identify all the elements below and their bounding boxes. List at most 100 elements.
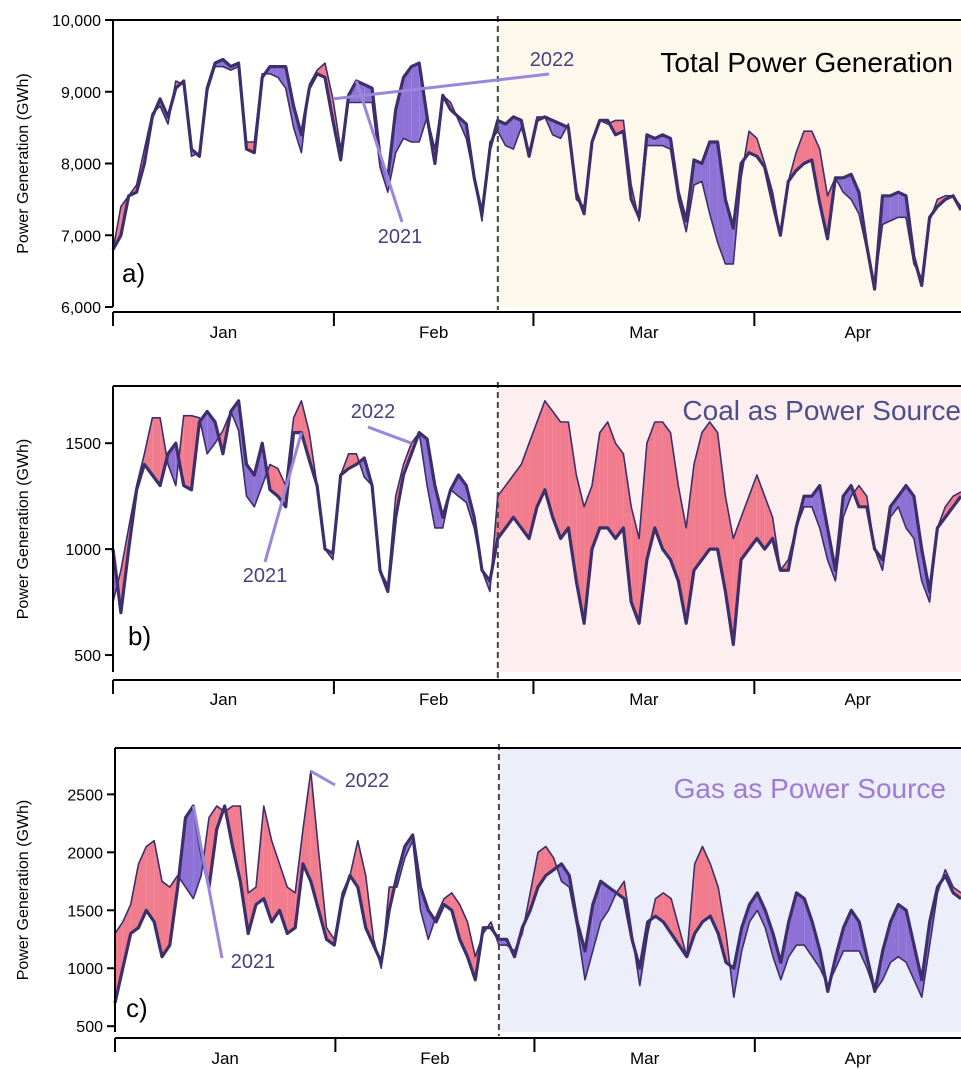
difference-fill xyxy=(898,904,907,963)
difference-fill xyxy=(599,422,608,528)
difference-fill xyxy=(764,496,773,550)
y-tick-label: 8,000 xyxy=(61,157,101,174)
difference-fill xyxy=(898,192,907,218)
annotation-leader-line xyxy=(332,72,550,101)
difference-fill xyxy=(403,66,412,142)
difference-fill xyxy=(505,474,514,528)
y-tick-label: 1000 xyxy=(67,961,103,978)
difference-fill xyxy=(803,131,812,164)
annotation-label-2021: 2021 xyxy=(231,951,276,973)
chart-title: Total Power Generation xyxy=(660,47,953,78)
x-tick-label: Feb xyxy=(419,323,448,342)
y-tick-label: 1500 xyxy=(65,436,101,453)
annotation-leader-line xyxy=(191,805,224,959)
panel-label: b) xyxy=(128,621,151,651)
annotation-label-2022: 2022 xyxy=(345,770,390,792)
y-axis-label: Power Generation (GWh) xyxy=(15,800,32,981)
annotation-leader-line xyxy=(367,425,412,445)
difference-fill xyxy=(701,422,710,560)
y-tick-label: 1500 xyxy=(67,903,103,920)
difference-fill xyxy=(505,116,514,150)
difference-fill xyxy=(796,131,804,171)
difference-fill xyxy=(592,881,601,951)
series-line-2021 xyxy=(111,399,961,647)
difference-fill xyxy=(803,496,812,507)
chart-panel-c: 500 1000 1500 2000 2500 Jan Feb Mar Apr Power Gen… xyxy=(15,744,961,1068)
difference-fill xyxy=(851,174,859,214)
y-tick-label: 10,000 xyxy=(52,13,101,30)
difference-fill xyxy=(513,116,522,150)
difference-fill xyxy=(765,910,773,957)
difference-fill xyxy=(858,485,867,507)
difference-fill xyxy=(561,863,570,888)
difference-fill xyxy=(130,863,139,934)
difference-fill xyxy=(467,921,476,980)
difference-fill xyxy=(162,881,170,957)
difference-fill xyxy=(843,485,852,518)
difference-fill xyxy=(270,66,278,78)
series-line-2022 xyxy=(112,400,961,603)
difference-fill xyxy=(717,141,726,264)
difference-fill xyxy=(254,443,263,507)
difference-fill xyxy=(694,432,702,571)
difference-fill xyxy=(725,199,734,264)
difference-fill xyxy=(552,411,561,539)
difference-fill xyxy=(616,881,625,899)
difference-fill xyxy=(411,63,420,142)
difference-fill xyxy=(568,422,577,581)
difference-fill xyxy=(115,921,123,1004)
difference-fill xyxy=(639,443,647,624)
difference-fill xyxy=(497,120,506,146)
difference-fill xyxy=(756,474,765,550)
y-axis-label: Power Generation (GWh) xyxy=(15,73,32,254)
difference-fill xyxy=(427,438,435,528)
chart-panel-a: 6,000 7,000 8,000 9,000 10,000 Jan Feb Mar Apr Po… xyxy=(15,13,961,342)
x-tick-label: Feb xyxy=(419,690,448,709)
series-line-2021 xyxy=(113,804,961,1004)
difference-fill xyxy=(287,887,296,934)
x-tick-label: Mar xyxy=(629,323,659,342)
difference-fill xyxy=(357,840,366,928)
y-tick-label: 2500 xyxy=(67,787,103,804)
difference-fill xyxy=(788,892,797,957)
difference-fill xyxy=(686,464,695,624)
difference-fill xyxy=(232,805,241,882)
difference-fill xyxy=(694,846,703,934)
difference-fill xyxy=(185,805,194,899)
annotation-label-2022: 2022 xyxy=(530,49,575,71)
x-tick-label: Mar xyxy=(630,1049,660,1068)
annotation-label-2022: 2022 xyxy=(351,401,396,423)
x-tick-label: Mar xyxy=(629,690,659,709)
difference-fill xyxy=(277,66,286,89)
y-tick-label: 9,000 xyxy=(61,85,101,102)
difference-fill xyxy=(890,192,899,221)
y-tick-label: 1000 xyxy=(65,542,101,559)
difference-fill xyxy=(240,805,249,934)
series-line-2021 xyxy=(111,57,961,291)
y-tick-label: 6,000 xyxy=(61,300,101,317)
difference-fill xyxy=(710,863,719,934)
difference-fill xyxy=(749,474,757,550)
x-tick-label: Jan xyxy=(211,1049,238,1068)
panel-label: c) xyxy=(126,993,148,1023)
difference-fill xyxy=(270,464,278,497)
difference-fill xyxy=(804,898,813,957)
shaded-region xyxy=(498,748,961,1032)
difference-fill xyxy=(420,887,429,940)
difference-fill xyxy=(600,881,609,922)
difference-fill xyxy=(395,77,404,153)
difference-fill xyxy=(631,506,640,624)
difference-fill xyxy=(458,474,467,503)
difference-fill xyxy=(497,485,506,539)
annotation-leader-line xyxy=(354,80,404,223)
difference-fill xyxy=(718,887,726,963)
y-tick-label: 2000 xyxy=(67,845,103,862)
difference-fill xyxy=(662,422,671,560)
y-tick-label: 500 xyxy=(74,648,101,665)
difference-fill xyxy=(694,159,702,186)
difference-fill xyxy=(906,910,914,980)
difference-fill xyxy=(615,443,624,539)
difference-fill xyxy=(709,141,718,243)
difference-fill xyxy=(725,496,734,645)
difference-fill xyxy=(796,892,805,946)
